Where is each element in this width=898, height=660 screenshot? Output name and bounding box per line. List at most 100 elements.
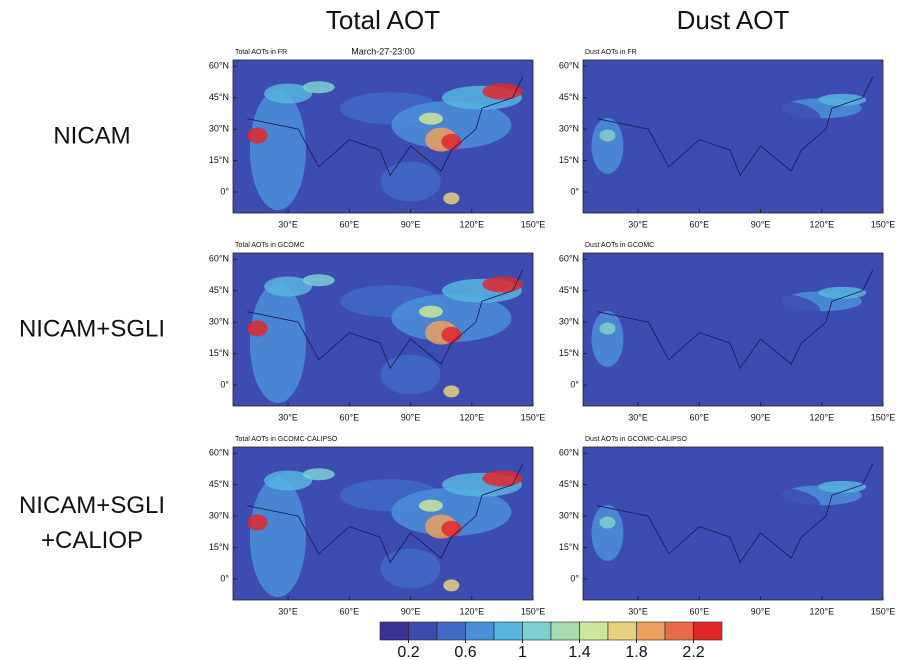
lat-tick-label: 0° xyxy=(570,186,579,196)
lat-tick-label: 45°N xyxy=(209,479,229,489)
aot-patch xyxy=(482,470,523,487)
colorbar-tick-label: 1 xyxy=(518,644,527,660)
lat-tick-label: 30°N xyxy=(209,124,229,134)
lon-tick-label: 150°E xyxy=(871,412,896,422)
aot-patch xyxy=(418,305,443,318)
lon-tick-label: 120°E xyxy=(459,412,484,422)
lat-tick-label: 45°N xyxy=(209,285,229,295)
lon-tick-label: 30°E xyxy=(628,219,648,229)
colorbar-box xyxy=(579,621,609,641)
map-frame xyxy=(232,59,534,214)
panel-title: Dust AOTs in FR xyxy=(585,49,637,56)
lat-tick-label: 30°N xyxy=(559,317,579,327)
coastline xyxy=(597,463,874,564)
coastline xyxy=(597,76,874,177)
panel-title: Total AOTs in GCOMC-CALIPSO xyxy=(235,436,338,443)
lon-tick-label: 60°E xyxy=(690,219,710,229)
lat-tick-label: 15°N xyxy=(209,348,229,358)
aot-patch xyxy=(443,579,460,592)
aot-patch xyxy=(599,322,616,335)
lat-tick-label: 45°N xyxy=(209,92,229,102)
colorbar-box xyxy=(379,621,409,641)
aot-patch xyxy=(700,98,821,139)
aot-patch xyxy=(391,487,512,536)
aot-patch xyxy=(380,161,441,202)
aot-patch xyxy=(443,385,460,398)
aot-patch xyxy=(482,83,523,100)
map-background xyxy=(583,253,883,406)
map-frame xyxy=(582,252,884,407)
lon-tick-label: 30°E xyxy=(278,606,298,616)
lon-tick-label: 30°E xyxy=(278,219,298,229)
colorbar-box xyxy=(693,621,723,641)
row-label: +CALIOP xyxy=(41,527,143,554)
colorbar-box xyxy=(436,621,466,641)
panel-title: Total AOTs in GCOMC xyxy=(235,242,305,249)
aot-patch xyxy=(818,286,867,299)
aot-patch xyxy=(418,499,443,512)
lat-tick-label: 0° xyxy=(570,573,579,583)
aot-patch xyxy=(391,293,512,342)
panel-title: Total AOTs in FR xyxy=(235,49,287,56)
map-frame xyxy=(582,59,884,214)
lon-tick-label: 30°E xyxy=(628,606,648,616)
aot-patch xyxy=(247,127,268,144)
lat-tick-label: 30°N xyxy=(209,317,229,327)
lat-tick-label: 60°N xyxy=(209,61,229,71)
lat-tick-label: 30°N xyxy=(559,511,579,521)
lat-tick-label: 60°N xyxy=(209,448,229,458)
aot-patch xyxy=(302,468,335,481)
aot-patch xyxy=(443,192,460,205)
lat-tick-label: 15°N xyxy=(209,542,229,552)
lon-tick-label: 30°E xyxy=(278,412,298,422)
aot-patch xyxy=(249,477,306,598)
lat-tick-label: 60°N xyxy=(559,448,579,458)
aot-patch xyxy=(418,112,443,125)
map-field xyxy=(591,76,874,177)
lat-tick-label: 15°N xyxy=(559,542,579,552)
lon-tick-label: 60°E xyxy=(690,606,710,616)
lon-tick-label: 120°E xyxy=(809,412,834,422)
lat-tick-label: 0° xyxy=(570,379,579,389)
colorbar-box xyxy=(550,621,580,641)
map-frame xyxy=(582,446,884,601)
lat-tick-label: 0° xyxy=(220,573,229,583)
coastline xyxy=(597,269,874,370)
colorbar-box xyxy=(493,621,523,641)
lon-tick-label: 90°E xyxy=(401,606,421,616)
aot-patch xyxy=(599,516,616,529)
map-field xyxy=(247,269,524,404)
lon-tick-label: 150°E xyxy=(871,606,896,616)
aot-patch xyxy=(380,354,441,395)
colorbar-box xyxy=(607,621,637,641)
map-field xyxy=(247,76,524,211)
column-title: Dust AOT xyxy=(677,5,790,35)
colorbar-box xyxy=(465,621,495,641)
aot-patch xyxy=(441,520,462,537)
colorbar-box xyxy=(636,621,666,641)
lon-tick-label: 150°E xyxy=(871,219,896,229)
aot-patch xyxy=(249,90,306,211)
lat-tick-label: 15°N xyxy=(559,155,579,165)
aot-patch xyxy=(247,320,268,337)
colorbar-box xyxy=(664,621,694,641)
lon-tick-label: 90°E xyxy=(401,412,421,422)
lon-tick-label: 90°E xyxy=(751,219,771,229)
map-background xyxy=(583,60,883,213)
colorbar-box xyxy=(522,621,552,641)
aot-patch xyxy=(302,274,335,287)
lon-tick-label: 150°E xyxy=(521,412,546,422)
colorbar-tick-label: 1.8 xyxy=(625,644,647,660)
lon-tick-label: 120°E xyxy=(459,219,484,229)
colorbar-tick-label: 2.2 xyxy=(682,644,704,660)
lon-tick-label: 150°E xyxy=(521,606,546,616)
colorbar-tick-label: 0.2 xyxy=(397,644,419,660)
aot-patch xyxy=(591,117,624,174)
coastline xyxy=(247,76,524,177)
row-label: NICAM+SGLI xyxy=(19,492,165,519)
aot-patch xyxy=(818,93,867,106)
aot-patch xyxy=(264,83,313,104)
lon-tick-label: 60°E xyxy=(340,412,360,422)
lat-tick-label: 30°N xyxy=(209,511,229,521)
aot-patch xyxy=(441,326,462,343)
